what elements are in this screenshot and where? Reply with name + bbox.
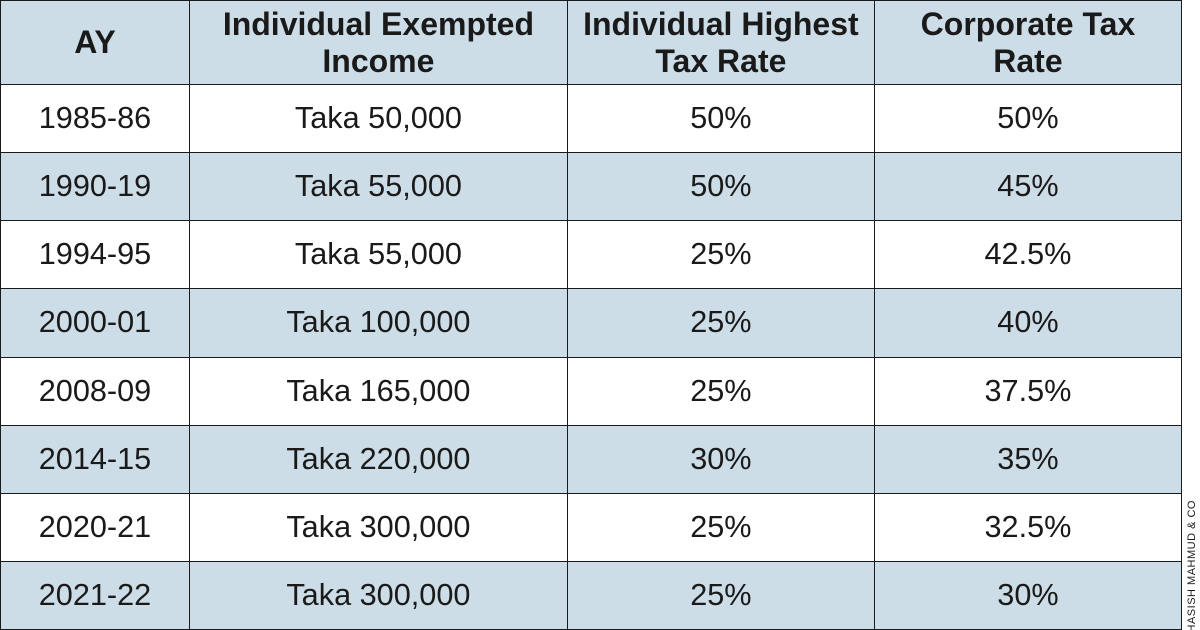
cell-exempted: Taka 100,000 (189, 289, 567, 357)
cell-ay: 2008-09 (1, 357, 190, 425)
table-row: 2014-15 Taka 220,000 30% 35% (1, 425, 1182, 493)
cell-corp-rate: 40% (874, 289, 1181, 357)
table-body: 1985-86 Taka 50,000 50% 50% 1990-19 Taka… (1, 85, 1182, 630)
cell-exempted: Taka 55,000 (189, 153, 567, 221)
cell-exempted: Taka 50,000 (189, 85, 567, 153)
cell-corp-rate: 42.5% (874, 221, 1181, 289)
table-row: 2000-01 Taka 100,000 25% 40% (1, 289, 1182, 357)
cell-ay: 2020-21 (1, 493, 190, 561)
table-row: 2008-09 Taka 165,000 25% 37.5% (1, 357, 1182, 425)
cell-ay: 1990-19 (1, 153, 190, 221)
cell-ay: 1985-86 (1, 85, 190, 153)
cell-exempted: Taka 300,000 (189, 493, 567, 561)
cell-indiv-rate: 30% (567, 425, 874, 493)
cell-indiv-rate: 25% (567, 221, 874, 289)
cell-exempted: Taka 220,000 (189, 425, 567, 493)
header-ay: AY (1, 1, 190, 85)
cell-ay: 2000-01 (1, 289, 190, 357)
cell-corp-rate: 30% (874, 561, 1181, 629)
cell-indiv-rate: 50% (567, 85, 874, 153)
cell-indiv-rate: 25% (567, 357, 874, 425)
header-indiv-rate: Individual Highest Tax Rate (567, 1, 874, 85)
header-corp-rate: Corporate Tax Rate (874, 1, 1181, 85)
cell-indiv-rate: 25% (567, 493, 874, 561)
cell-indiv-rate: 25% (567, 289, 874, 357)
cell-ay: 1994-95 (1, 221, 190, 289)
table-row: 2021-22 Taka 300,000 25% 30% (1, 561, 1182, 629)
cell-corp-rate: 37.5% (874, 357, 1181, 425)
cell-ay: 2014-15 (1, 425, 190, 493)
cell-indiv-rate: 50% (567, 153, 874, 221)
cell-corp-rate: 32.5% (874, 493, 1181, 561)
table-row: 1994-95 Taka 55,000 25% 42.5% (1, 221, 1182, 289)
cell-exempted: Taka 300,000 (189, 561, 567, 629)
cell-corp-rate: 45% (874, 153, 1181, 221)
cell-exempted: Taka 165,000 (189, 357, 567, 425)
tax-rate-table: AY Individual Exempted Income Individual… (0, 0, 1182, 630)
credit-text: NEHASISH MAHMUD & CO (1186, 500, 1198, 630)
cell-corp-rate: 50% (874, 85, 1181, 153)
table-row: 1985-86 Taka 50,000 50% 50% (1, 85, 1182, 153)
table-header-row: AY Individual Exempted Income Individual… (1, 1, 1182, 85)
cell-exempted: Taka 55,000 (189, 221, 567, 289)
table-row: 1990-19 Taka 55,000 50% 45% (1, 153, 1182, 221)
cell-indiv-rate: 25% (567, 561, 874, 629)
cell-ay: 2021-22 (1, 561, 190, 629)
tax-table-container: AY Individual Exempted Income Individual… (0, 0, 1182, 630)
table-row: 2020-21 Taka 300,000 25% 32.5% (1, 493, 1182, 561)
cell-corp-rate: 35% (874, 425, 1181, 493)
header-exempted: Individual Exempted Income (189, 1, 567, 85)
